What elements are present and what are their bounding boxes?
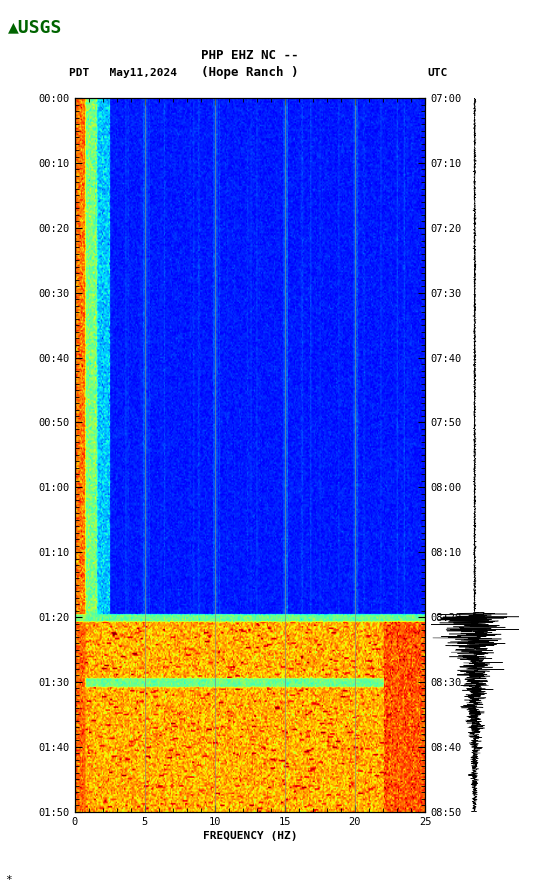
- Text: (Hope Ranch ): (Hope Ranch ): [201, 66, 299, 78]
- Text: PHP EHZ NC --: PHP EHZ NC --: [201, 49, 299, 62]
- Text: UTC: UTC: [428, 68, 448, 78]
- Text: *: *: [6, 875, 12, 885]
- Text: PDT   May11,2024: PDT May11,2024: [69, 68, 177, 78]
- Text: ▲USGS: ▲USGS: [8, 18, 63, 36]
- X-axis label: FREQUENCY (HZ): FREQUENCY (HZ): [203, 830, 297, 841]
